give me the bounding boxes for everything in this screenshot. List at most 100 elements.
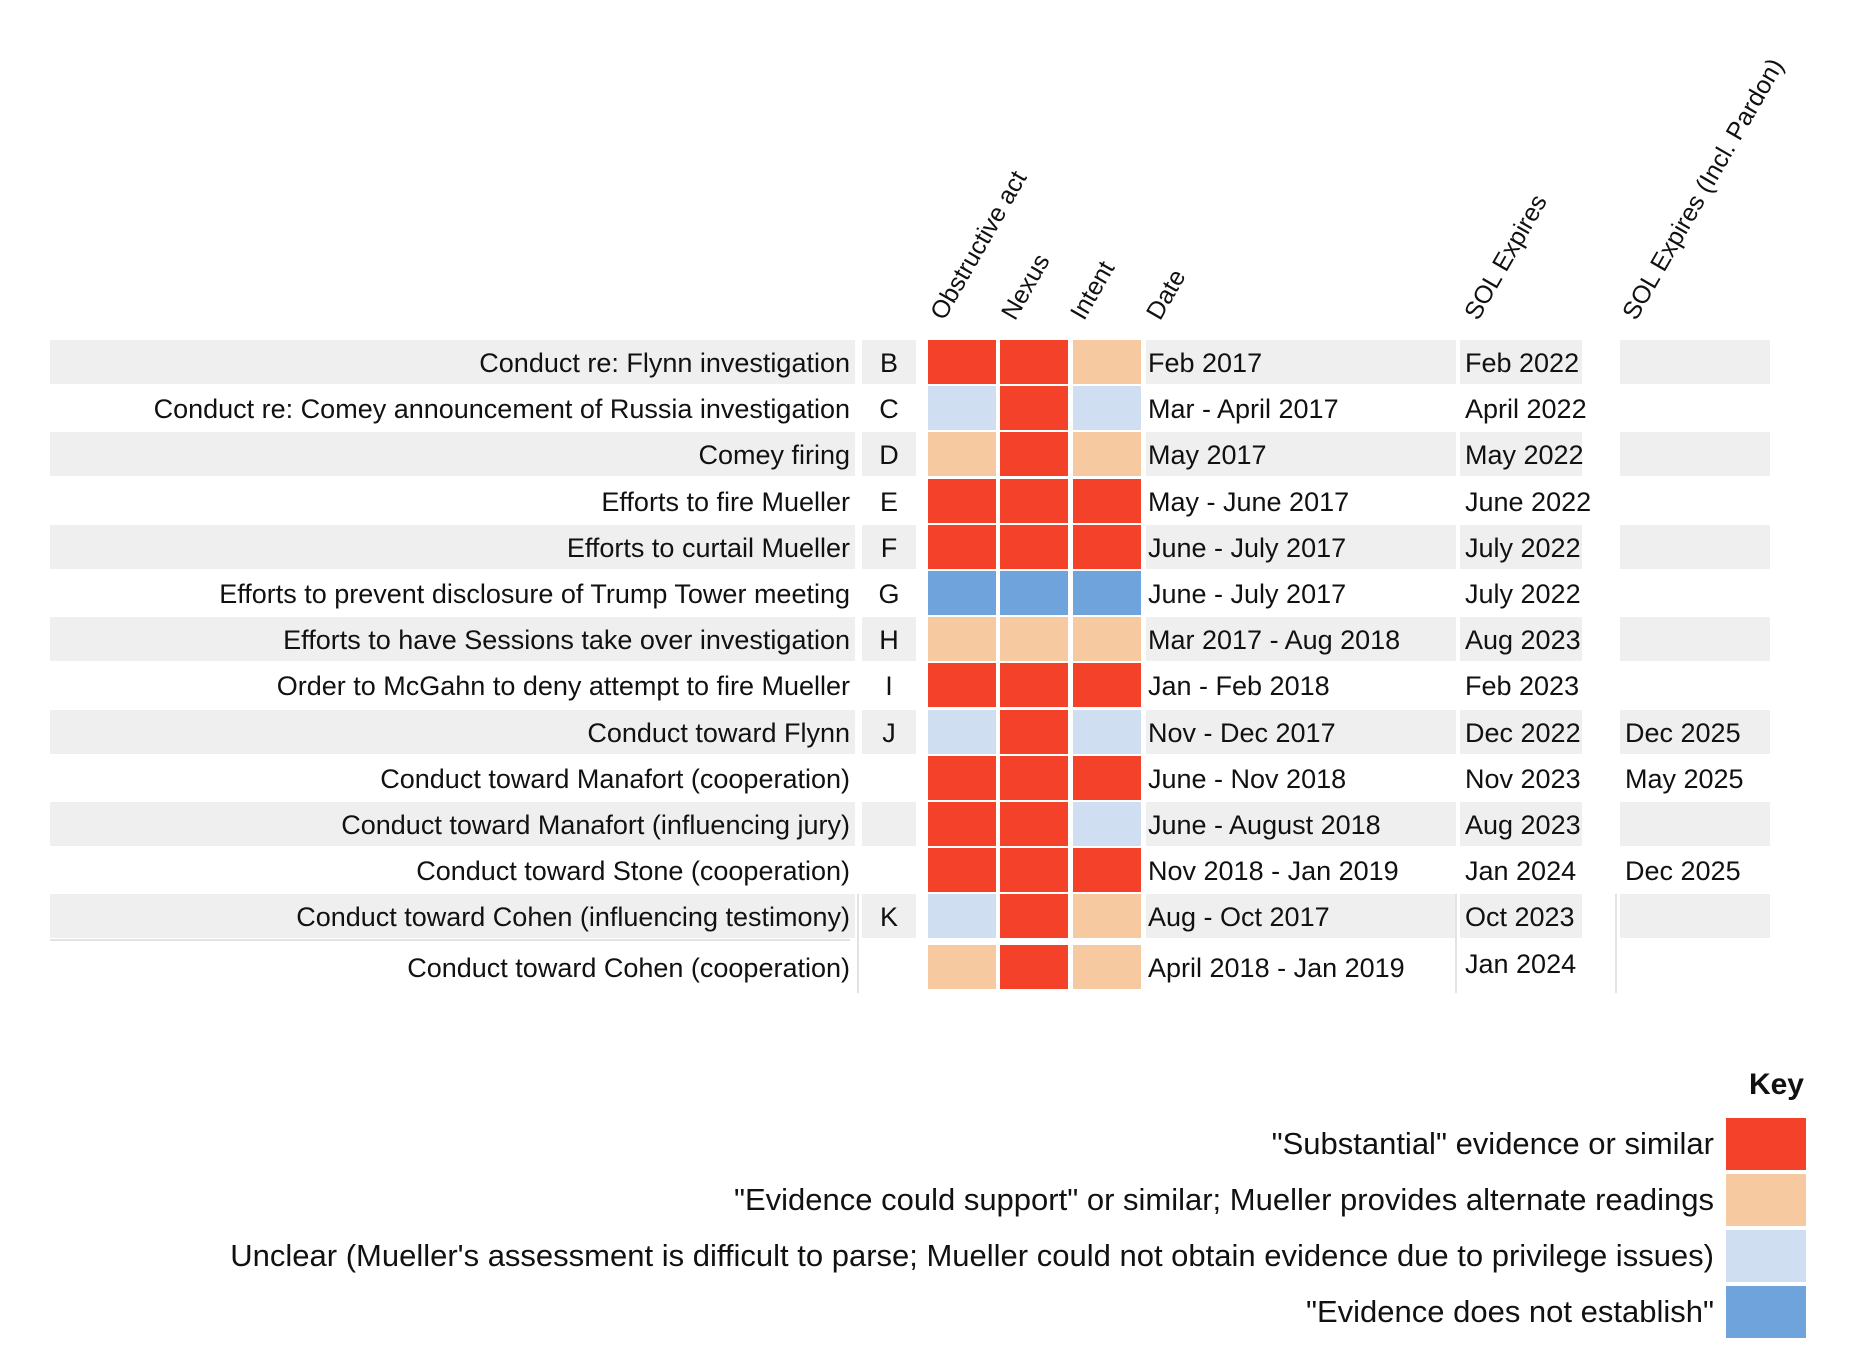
- row-background: [1620, 432, 1770, 477]
- row-conduct-label: Conduct re: Flynn investigation: [479, 348, 850, 378]
- row-code: B: [879, 348, 898, 378]
- cell-intent: [1073, 894, 1141, 939]
- row-separator: [50, 938, 850, 941]
- cell-obstructive-act: [928, 386, 996, 431]
- row-background: [1620, 340, 1770, 384]
- row-background: [1620, 709, 1770, 754]
- row-background: [1146, 432, 1456, 477]
- cell-intent: [1073, 617, 1141, 662]
- row-background: [862, 802, 916, 846]
- cell-intent: [1073, 663, 1141, 708]
- legend-label-not-establish: "Evidence does not establish": [1305, 1294, 1714, 1329]
- cell-nexus: [1000, 524, 1068, 569]
- cell-nexus: [1000, 944, 1068, 989]
- cell-obstructive-act: [928, 524, 996, 569]
- row-date: Nov - Dec 2017: [1148, 717, 1336, 748]
- cell-obstructive-act: [928, 617, 996, 662]
- column-separator: [1455, 894, 1457, 993]
- row-sol-expires: Aug 2023: [1465, 625, 1581, 656]
- header-intent: Intent: [1064, 256, 1121, 325]
- row-background: [50, 709, 855, 754]
- cell-intent: [1073, 709, 1141, 754]
- header-date: Date: [1140, 264, 1192, 325]
- row-conduct-label: Comey firing: [698, 440, 850, 471]
- row-code: K: [879, 902, 898, 933]
- row-code: I: [885, 671, 893, 702]
- row-background: [1620, 802, 1770, 846]
- row-background: [862, 709, 916, 754]
- legend-swatch-could-support: [1726, 1174, 1806, 1226]
- row-conduct-label: Conduct toward Stone (cooperation): [416, 856, 850, 887]
- row-date: May - June 2017: [1148, 486, 1350, 517]
- cell-intent: [1073, 432, 1141, 477]
- column-separator: [857, 894, 859, 993]
- row-conduct-label: Conduct toward Manafort (influencing jur…: [341, 810, 850, 840]
- row-conduct-label: Order to McGahn to deny attempt to fire …: [276, 671, 850, 702]
- row-sol-expires: July 2022: [1465, 532, 1581, 563]
- row-sol-expires: Dec 2022: [1465, 717, 1581, 748]
- cell-nexus: [1000, 894, 1068, 939]
- row-code: [871, 802, 907, 848]
- header-nexus: Nexus: [995, 249, 1056, 325]
- row-background: [1146, 617, 1456, 662]
- row-date: June - Nov 2018: [1148, 763, 1347, 794]
- cell-intent: [1073, 571, 1141, 615]
- row-sol-expires-pardon: May 2025: [1625, 763, 1744, 794]
- row-date: June - July 2017: [1148, 579, 1347, 609]
- row-conduct-label: Conduct toward Cohen (influencing testim…: [296, 902, 850, 933]
- cell-intent: [1073, 755, 1141, 800]
- legend-title: Key: [1748, 1068, 1804, 1101]
- cell-nexus: [1000, 802, 1068, 846]
- cell-intent: [1073, 802, 1141, 846]
- row-code: E: [879, 486, 898, 517]
- row-code: H: [879, 625, 899, 656]
- row-conduct-label: Conduct toward Manafort (cooperation): [380, 763, 850, 794]
- row-conduct-label: Conduct re: Comey announcement of Russia…: [153, 394, 850, 425]
- row-background: [1146, 802, 1456, 846]
- row-background: [1460, 709, 1582, 754]
- row-date: June - July 2017: [1148, 532, 1347, 563]
- cell-obstructive-act: [928, 478, 996, 523]
- cell-intent: [1073, 848, 1141, 893]
- cell-nexus: [1000, 848, 1068, 893]
- row-conduct-label: Conduct toward Cohen (cooperation): [407, 952, 850, 983]
- cell-nexus: [1000, 709, 1068, 754]
- cell-nexus: [1000, 478, 1068, 523]
- legend-label-substantial: "Substantial" evidence or similar: [1271, 1126, 1714, 1161]
- row-code: G: [878, 579, 900, 609]
- row-background: [1460, 524, 1582, 569]
- row-code: J: [882, 717, 896, 748]
- row-background: [862, 894, 916, 939]
- cell-nexus: [1000, 571, 1068, 615]
- row-code: [871, 756, 907, 802]
- row-background: [1460, 340, 1582, 384]
- cell-obstructive-act: [928, 848, 996, 893]
- row-date: Aug - Oct 2017: [1148, 902, 1330, 933]
- cell-intent: [1073, 944, 1141, 989]
- row-background: [50, 894, 855, 939]
- cell-intent: [1073, 386, 1141, 431]
- row-code: F: [880, 532, 898, 563]
- legend-swatch-substantial: [1726, 1118, 1806, 1170]
- row-background: [1460, 617, 1582, 662]
- row-background: [862, 524, 916, 569]
- row-background: [862, 340, 916, 384]
- cell-nexus: [1000, 432, 1068, 477]
- cell-nexus: [1000, 386, 1068, 431]
- row-sol-expires: Feb 2022: [1465, 348, 1580, 378]
- row-sol-expires: June 2022: [1465, 486, 1592, 517]
- row-background: [50, 524, 855, 569]
- cell-obstructive-act: [928, 663, 996, 708]
- row-sol-expires-pardon: Dec 2025: [1625, 717, 1741, 748]
- cell-nexus: [1000, 663, 1068, 708]
- cell-obstructive-act: [928, 802, 996, 846]
- cell-obstructive-act: [928, 340, 996, 384]
- row-date: June - August 2018: [1148, 810, 1381, 840]
- row-background: [1460, 432, 1582, 477]
- legend-label-unclear: Unclear (Mueller's assessment is difficu…: [230, 1238, 1714, 1273]
- row-background: [1460, 894, 1582, 939]
- row-background: [50, 340, 855, 384]
- column-separator: [1615, 894, 1617, 993]
- row-sol-expires: Jan 2024: [1465, 948, 1577, 979]
